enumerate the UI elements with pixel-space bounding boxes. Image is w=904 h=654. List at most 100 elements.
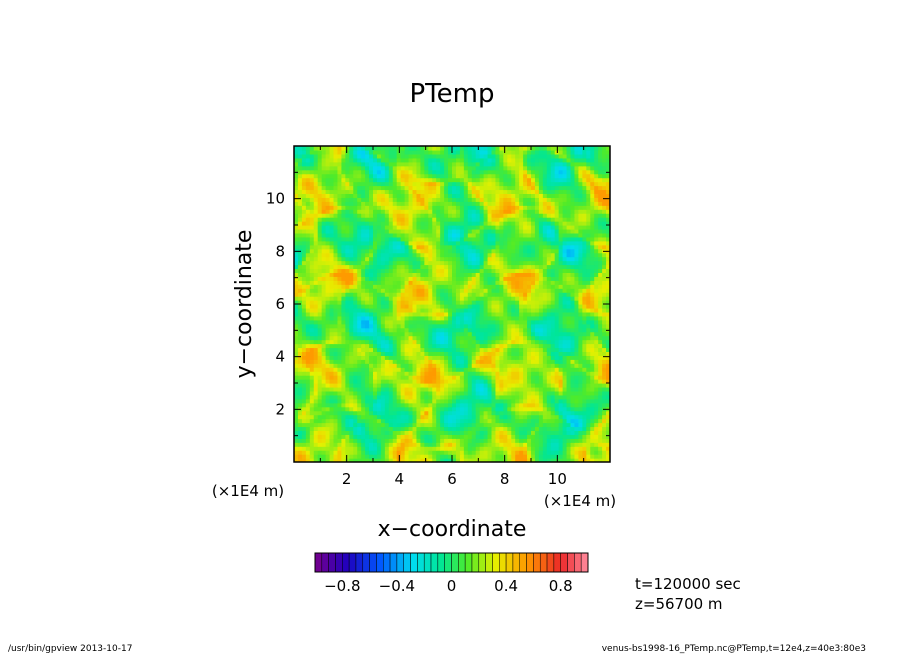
heatmap-cell xyxy=(294,280,299,285)
heatmap-cell xyxy=(404,394,410,400)
heatmap-cell xyxy=(309,292,315,297)
heatmap-cell xyxy=(420,430,425,435)
heatmap-cell xyxy=(511,438,516,443)
heatmap-cell xyxy=(459,244,465,250)
heatmap-cell xyxy=(479,343,485,349)
heatmap-cell xyxy=(511,375,516,380)
heatmap-cell xyxy=(538,418,544,424)
heatmap-cell xyxy=(531,446,536,451)
heatmap-cell xyxy=(570,371,576,376)
heatmap-cell xyxy=(495,272,500,277)
heatmap-cell xyxy=(408,394,414,400)
heatmap-cell xyxy=(467,300,473,305)
heatmap-cell xyxy=(606,252,610,258)
heatmap-cell xyxy=(325,276,331,281)
heatmap-cell xyxy=(432,244,437,250)
heatmap-cell xyxy=(412,390,418,396)
heatmap-cell xyxy=(534,383,540,388)
heatmap-cell xyxy=(408,315,414,321)
heatmap-cell xyxy=(333,221,339,226)
heatmap-cell xyxy=(550,319,556,325)
heatmap-cell xyxy=(345,446,350,451)
heatmap-cell xyxy=(459,394,465,400)
heatmap-cell xyxy=(420,347,425,352)
heatmap-cell xyxy=(538,264,544,270)
heatmap-cell xyxy=(388,248,394,254)
heatmap-cell xyxy=(444,232,449,238)
heatmap-cell xyxy=(416,454,421,459)
heatmap-cell xyxy=(499,221,504,226)
heatmap-cell xyxy=(301,288,307,293)
heatmap-cell xyxy=(574,422,579,428)
heatmap-cell xyxy=(305,315,311,321)
heatmap-cell xyxy=(459,335,465,341)
heatmap-cell xyxy=(416,284,421,289)
heatmap-cell xyxy=(562,256,568,262)
heatmap-cell xyxy=(491,406,497,412)
heatmap-cell xyxy=(404,367,410,372)
heatmap-cell xyxy=(313,418,319,424)
heatmap-cell xyxy=(531,426,536,431)
heatmap-cell xyxy=(369,422,374,428)
heatmap-cell xyxy=(523,296,528,301)
heatmap-cell xyxy=(594,335,599,341)
heatmap-cell xyxy=(325,426,331,431)
heatmap-cell xyxy=(511,335,516,341)
heatmap-cell xyxy=(455,386,461,392)
heatmap-cell xyxy=(341,288,346,293)
heatmap-cell xyxy=(570,339,576,345)
heatmap-cell xyxy=(582,315,587,321)
heatmap-cell xyxy=(444,442,449,447)
heatmap-cell xyxy=(337,280,342,285)
heatmap-cell xyxy=(361,398,366,404)
heatmap-cell xyxy=(420,414,425,420)
heatmap-cell xyxy=(558,276,564,281)
heatmap-cell xyxy=(503,430,508,435)
heatmap-cell xyxy=(373,347,378,352)
heatmap-cell xyxy=(420,323,425,329)
heatmap-cell xyxy=(586,458,591,462)
heatmap-cell xyxy=(483,225,489,230)
heatmap-cell xyxy=(538,225,544,230)
heatmap-cell xyxy=(523,339,528,345)
heatmap-cell xyxy=(404,264,410,270)
heatmap-cell xyxy=(602,296,607,301)
heatmap-cell xyxy=(554,379,560,384)
heatmap-cell xyxy=(483,315,489,321)
heatmap-cell xyxy=(570,375,576,380)
heatmap-cell xyxy=(444,327,449,333)
heatmap-cell xyxy=(562,434,568,439)
heatmap-cell xyxy=(361,240,366,246)
heatmap-cell xyxy=(392,367,398,372)
heatmap-cell xyxy=(471,264,477,270)
heatmap-cell xyxy=(353,390,358,396)
heatmap-cell xyxy=(507,225,512,230)
heatmap-cell xyxy=(337,430,342,435)
heatmap-cell xyxy=(333,228,339,234)
heatmap-cell xyxy=(519,383,524,388)
heatmap-cell xyxy=(534,232,540,238)
heatmap-cell xyxy=(333,406,339,412)
heatmap-cell xyxy=(380,371,386,376)
heatmap-cell xyxy=(353,264,358,270)
heatmap-cell xyxy=(542,394,548,400)
heatmap-cell xyxy=(459,276,465,281)
heatmap-cell xyxy=(448,339,453,345)
heatmap-cell xyxy=(400,458,406,462)
heatmap-cell xyxy=(329,438,335,443)
heatmap-cell xyxy=(534,304,540,309)
heatmap-cell xyxy=(361,406,366,412)
heatmap-cell xyxy=(534,347,540,352)
heatmap-cell xyxy=(337,276,342,281)
heatmap-cell xyxy=(384,248,390,254)
heatmap-cell xyxy=(602,252,607,258)
heatmap-cell xyxy=(333,442,339,447)
heatmap-cell xyxy=(582,217,587,222)
heatmap-cell xyxy=(586,430,591,435)
heatmap-cell xyxy=(574,454,579,459)
heatmap-cell xyxy=(357,264,362,270)
heatmap-cell xyxy=(396,355,402,360)
heatmap-cell xyxy=(337,351,342,356)
heatmap-cell xyxy=(582,367,587,372)
heatmap-cell xyxy=(404,304,410,309)
